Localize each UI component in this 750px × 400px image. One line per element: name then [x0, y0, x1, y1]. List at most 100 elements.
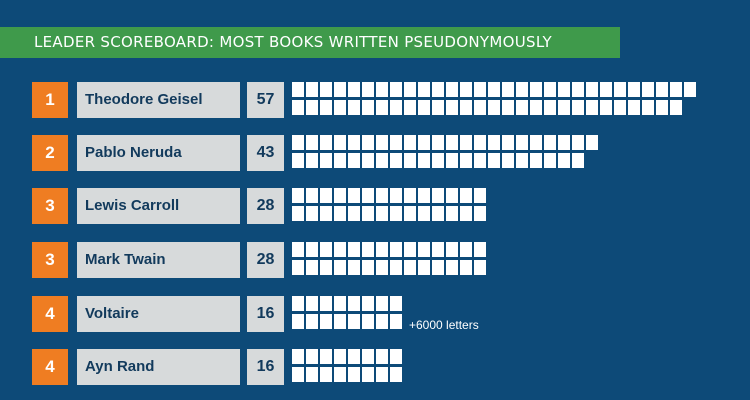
book-cell: [530, 153, 542, 168]
scoreboard-row: 1 Theodore Geisel 57: [32, 82, 732, 118]
book-count: 16: [247, 296, 284, 332]
book-cell: [558, 135, 570, 150]
book-cells: [292, 188, 712, 224]
book-cell: [376, 314, 388, 329]
book-cell: [488, 153, 500, 168]
book-cell: [292, 260, 304, 275]
book-cell: [418, 188, 430, 203]
book-cell: [362, 314, 374, 329]
book-cell: [474, 153, 486, 168]
book-cell: [446, 188, 458, 203]
book-cell: [488, 100, 500, 115]
book-cell: [474, 206, 486, 221]
book-cell: [446, 206, 458, 221]
book-cell: [320, 296, 332, 311]
book-cell: [348, 82, 360, 97]
book-cell: [376, 153, 388, 168]
book-cell: [306, 100, 318, 115]
book-cells: [292, 349, 712, 385]
book-cell: [390, 188, 402, 203]
book-cell: [446, 242, 458, 257]
book-cell: [460, 153, 472, 168]
book-cell: [306, 349, 318, 364]
rank-badge: 4: [32, 349, 68, 385]
book-cell: [348, 100, 360, 115]
book-cell: [390, 82, 402, 97]
book-cell: [390, 367, 402, 382]
book-cell: [390, 260, 402, 275]
book-cell: [334, 188, 346, 203]
book-cell: [418, 135, 430, 150]
annotation-note: +6000 letters: [409, 318, 479, 332]
author-name: Theodore Geisel: [77, 82, 240, 118]
book-cell: [502, 100, 514, 115]
book-cell: [320, 82, 332, 97]
book-cell: [376, 135, 388, 150]
book-cell: [348, 206, 360, 221]
book-cell: [558, 100, 570, 115]
book-cell: [460, 135, 472, 150]
book-cell: [306, 82, 318, 97]
book-cell: [306, 296, 318, 311]
book-cell: [306, 242, 318, 257]
book-cell: [446, 153, 458, 168]
book-cell: [432, 260, 444, 275]
book-count: 28: [247, 188, 284, 224]
book-cell: [362, 349, 374, 364]
book-cell: [306, 314, 318, 329]
book-cell: [404, 206, 416, 221]
book-cell: [292, 242, 304, 257]
book-cell: [642, 82, 654, 97]
book-cell: [572, 153, 584, 168]
book-cell: [362, 135, 374, 150]
book-cell: [544, 135, 556, 150]
book-cell: [432, 82, 444, 97]
book-cell: [586, 100, 598, 115]
book-cell: [404, 242, 416, 257]
book-cell: [306, 153, 318, 168]
author-name: Voltaire: [77, 296, 240, 332]
book-cell: [334, 153, 346, 168]
book-cell: [600, 82, 612, 97]
book-cell: [502, 82, 514, 97]
book-cell: [656, 100, 668, 115]
book-cells: [292, 135, 712, 171]
book-cell: [404, 135, 416, 150]
book-cell: [362, 100, 374, 115]
book-cell: [390, 349, 402, 364]
rank-badge: 1: [32, 82, 68, 118]
book-cell: [404, 260, 416, 275]
book-cell: [334, 82, 346, 97]
book-cell: [348, 367, 360, 382]
book-cell: [376, 100, 388, 115]
book-cell: [418, 260, 430, 275]
book-cell: [446, 82, 458, 97]
book-count: 57: [247, 82, 284, 118]
book-cell: [390, 314, 402, 329]
book-cell: [628, 100, 640, 115]
book-cell: [348, 188, 360, 203]
book-cell: [390, 206, 402, 221]
scoreboard-row: 4 Voltaire 16 +6000 letters: [32, 296, 732, 332]
book-cell: [432, 206, 444, 221]
book-cell: [320, 314, 332, 329]
book-cell: [292, 188, 304, 203]
book-cell: [544, 100, 556, 115]
book-cell: [642, 100, 654, 115]
book-cell: [404, 82, 416, 97]
rank-badge: 2: [32, 135, 68, 171]
book-cell: [474, 100, 486, 115]
book-count: 16: [247, 349, 284, 385]
book-cell: [572, 135, 584, 150]
book-cell: [390, 153, 402, 168]
book-cell: [334, 206, 346, 221]
book-cell: [418, 153, 430, 168]
book-cell: [670, 82, 682, 97]
book-cell: [292, 349, 304, 364]
book-cell: [320, 153, 332, 168]
book-cell: [572, 100, 584, 115]
author-name: Pablo Neruda: [77, 135, 240, 171]
book-cell: [516, 100, 528, 115]
book-cell: [320, 349, 332, 364]
book-cell: [418, 82, 430, 97]
